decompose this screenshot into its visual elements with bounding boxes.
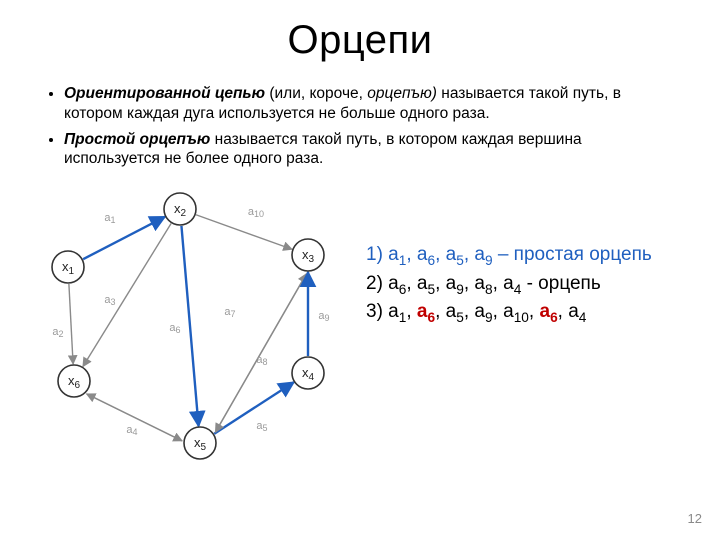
edge-label: a6 bbox=[169, 322, 180, 335]
slide-title: Орцепи bbox=[0, 18, 720, 63]
edge-label: a8 bbox=[256, 354, 267, 367]
page-number: 12 bbox=[688, 511, 702, 526]
graph-edge bbox=[181, 226, 198, 426]
edge-label: a3 bbox=[104, 294, 115, 307]
examples-block: 1) a1, a6, a5, a9 – простая орцепь 2) a6… bbox=[366, 242, 716, 328]
example-line-1: 1) a1, a6, a5, a9 – простая орцепь bbox=[366, 242, 716, 271]
edge-label: a4 bbox=[126, 424, 137, 437]
term: Ориентированной цепью bbox=[64, 85, 269, 102]
graph-edge bbox=[214, 382, 293, 434]
graph-svg: a1a2a3a4a5a6a7a8a9a10 x1x2x3x4x5x6 bbox=[30, 185, 360, 485]
example-line-2: 2) a6, a5, a9, a8, a4 - орцепь bbox=[366, 271, 716, 300]
edge-label: a10 bbox=[248, 206, 264, 219]
example-line-3: 3) a1, a6, a5, a9, a10, a6, a4 bbox=[366, 299, 716, 328]
slide: Орцепи Ориентированной цепью (или, короч… bbox=[0, 0, 720, 540]
graph-edge bbox=[196, 215, 292, 250]
edge-label: a2 bbox=[52, 326, 63, 339]
edge-label: a5 bbox=[256, 420, 267, 433]
edge-label: a9 bbox=[318, 310, 329, 323]
edge-label: a1 bbox=[104, 212, 115, 225]
bullet-list: Ориентированной цепью (или, короче, орце… bbox=[46, 84, 676, 175]
edge-label: a7 bbox=[224, 306, 235, 319]
bullet-item: Ориентированной цепью (или, короче, орце… bbox=[64, 84, 676, 124]
graph-diagram: a1a2a3a4a5a6a7a8a9a10 x1x2x3x4x5x6 bbox=[30, 185, 360, 485]
graph-edge bbox=[83, 223, 171, 366]
graph-edge bbox=[215, 274, 306, 433]
term: Простой орцепъю bbox=[64, 131, 215, 148]
graph-edge bbox=[69, 284, 73, 364]
bullet-item: Простой орцепъю называется такой путь, в… bbox=[64, 130, 676, 170]
